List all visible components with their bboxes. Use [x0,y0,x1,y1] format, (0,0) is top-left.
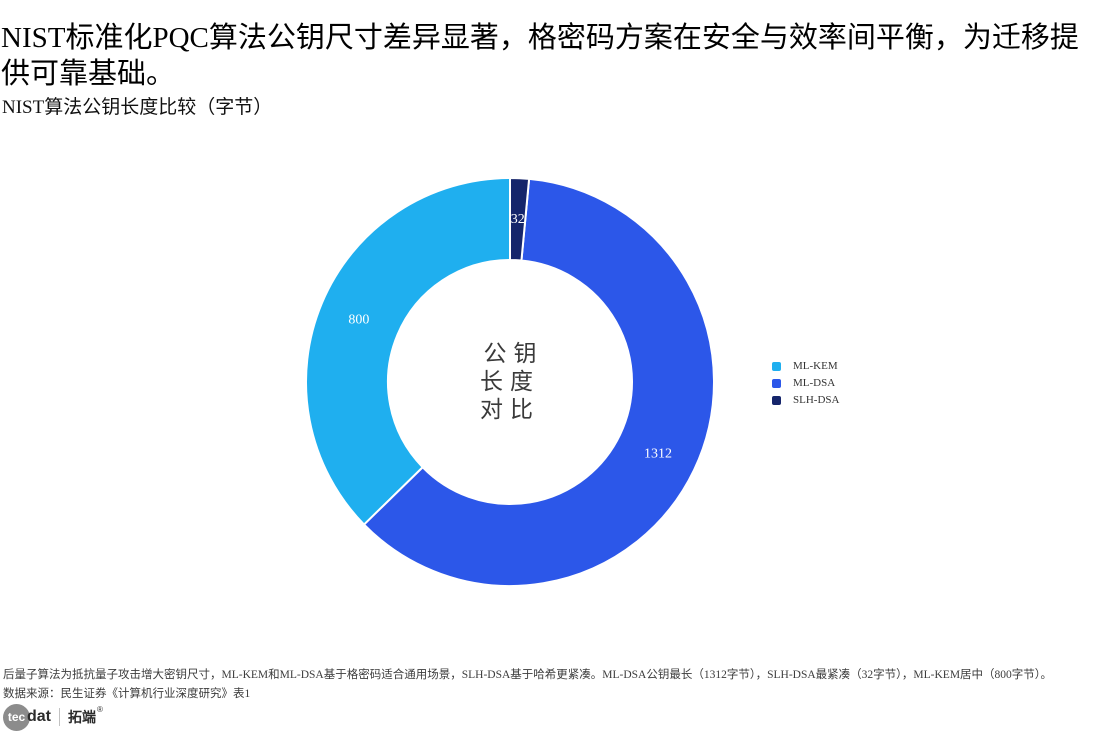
legend-label: ML-KEM [793,360,838,372]
page-title: NIST标准化PQC算法公钥尺寸差异显著，格密码方案在安全与效率间平衡，为迁移提… [1,22,1079,90]
registered-mark: ® [97,705,103,714]
donut-value-label: 32 [511,212,525,227]
legend-swatch [772,378,781,388]
donut-center-label: 公钥 长度 对比 [480,341,544,422]
tecdat-logo-dat: dat [27,708,51,725]
logo-divider [59,708,60,726]
donut-segment-ML-DSA[interactable] [363,177,715,587]
donut-chart: 800 1312 32 [305,177,715,587]
legend-label: SLH-DSA [793,394,840,406]
donut-segment-SLH-DSA[interactable] [509,177,531,262]
donut-segment-ML-KEM[interactable] [305,177,511,526]
legend-item-ml-kem[interactable]: ML-KEM [772,360,839,372]
tecdat-logo: tec dat 拓端 ® [3,702,103,732]
legend-label: ML-DSA [793,377,836,389]
chart-subtitle: NIST算法公钥长度比较（字节） [2,97,273,118]
legend-item-slh-dsa[interactable]: SLH-DSA [772,394,839,406]
donut-chart-container: 800 1312 32 [302,174,718,590]
chart-legend: ML-KEM ML-DSA SLH-DSA [772,360,839,406]
legend-swatch [772,395,781,405]
legend-item-ml-dsa[interactable]: ML-DSA [772,377,839,389]
tecdat-logo-circle: tec [3,703,30,731]
donut-value-label: 800 [348,312,369,327]
data-source: 数据来源：民生证券《计算机行业深度研究》表1 [3,688,251,700]
donut-value-label: 1312 [644,447,672,462]
brand-name: 拓端 [68,709,96,725]
legend-swatch [772,361,781,371]
footer-note: 后量子算法为抵抗量子攻击增大密钥尺寸，ML-KEM和ML-DSA基于格密码适合通… [3,669,1053,681]
